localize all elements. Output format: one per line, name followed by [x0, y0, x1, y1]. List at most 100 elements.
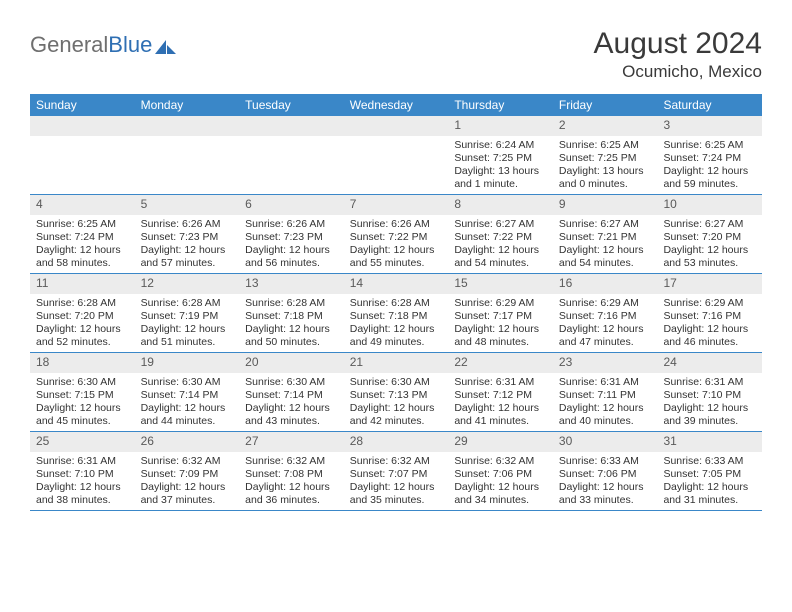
day-number: 23 [553, 353, 658, 373]
day-line: Sunset: 7:17 PM [454, 310, 549, 323]
day-line: and 37 minutes. [141, 494, 236, 507]
day-cell: 5Sunrise: 6:26 AMSunset: 7:23 PMDaylight… [135, 195, 240, 273]
day-content: Sunrise: 6:25 AMSunset: 7:24 PMDaylight:… [30, 215, 135, 273]
day-line: Sunset: 7:24 PM [36, 231, 131, 244]
day-line: Daylight: 12 hours [454, 323, 549, 336]
week-row: 11Sunrise: 6:28 AMSunset: 7:20 PMDayligh… [30, 274, 762, 353]
day-content: Sunrise: 6:27 AMSunset: 7:20 PMDaylight:… [657, 215, 762, 273]
day-line: Sunset: 7:23 PM [245, 231, 340, 244]
day-line: Daylight: 12 hours [454, 244, 549, 257]
weeks-container: 1Sunrise: 6:24 AMSunset: 7:25 PMDaylight… [30, 116, 762, 511]
weekday-header: Thursday [448, 94, 553, 116]
day-content: Sunrise: 6:30 AMSunset: 7:14 PMDaylight:… [135, 373, 240, 431]
day-cell: 19Sunrise: 6:30 AMSunset: 7:14 PMDayligh… [135, 353, 240, 431]
day-cell: 11Sunrise: 6:28 AMSunset: 7:20 PMDayligh… [30, 274, 135, 352]
day-line: Sunset: 7:14 PM [141, 389, 236, 402]
day-content: Sunrise: 6:31 AMSunset: 7:11 PMDaylight:… [553, 373, 658, 431]
day-line: Sunset: 7:22 PM [350, 231, 445, 244]
day-line: Sunset: 7:23 PM [141, 231, 236, 244]
day-line: and 49 minutes. [350, 336, 445, 349]
day-number: 4 [30, 195, 135, 215]
day-line: Sunrise: 6:28 AM [245, 297, 340, 310]
day-content: Sunrise: 6:27 AMSunset: 7:21 PMDaylight:… [553, 215, 658, 273]
day-line: Sunset: 7:09 PM [141, 468, 236, 481]
day-number: 1 [448, 116, 553, 136]
day-line: and 55 minutes. [350, 257, 445, 270]
logo-sail-icon [155, 37, 177, 55]
day-number: 14 [344, 274, 449, 294]
day-line: Sunset: 7:12 PM [454, 389, 549, 402]
day-line: Daylight: 12 hours [245, 323, 340, 336]
day-line: Sunset: 7:18 PM [350, 310, 445, 323]
day-line: Sunrise: 6:31 AM [663, 376, 758, 389]
day-content: Sunrise: 6:26 AMSunset: 7:23 PMDaylight:… [135, 215, 240, 273]
day-content: Sunrise: 6:32 AMSunset: 7:07 PMDaylight:… [344, 452, 449, 510]
day-number: 2 [553, 116, 658, 136]
day-line: Daylight: 12 hours [245, 481, 340, 494]
day-number: 30 [553, 432, 658, 452]
day-line: and 41 minutes. [454, 415, 549, 428]
page-header: GeneralBlue August 2024 Ocumicho, Mexico [30, 28, 762, 82]
day-content [239, 136, 344, 141]
day-cell: 27Sunrise: 6:32 AMSunset: 7:08 PMDayligh… [239, 432, 344, 510]
day-line: Daylight: 12 hours [663, 402, 758, 415]
day-line: and 50 minutes. [245, 336, 340, 349]
day-cell: 12Sunrise: 6:28 AMSunset: 7:19 PMDayligh… [135, 274, 240, 352]
day-content: Sunrise: 6:29 AMSunset: 7:16 PMDaylight:… [657, 294, 762, 352]
day-line: Sunset: 7:14 PM [245, 389, 340, 402]
day-line: Sunrise: 6:27 AM [663, 218, 758, 231]
calendar-grid: Sunday Monday Tuesday Wednesday Thursday… [30, 94, 762, 511]
day-line: Daylight: 12 hours [559, 323, 654, 336]
day-line: Sunset: 7:19 PM [141, 310, 236, 323]
day-line: Daylight: 12 hours [663, 244, 758, 257]
day-cell [135, 116, 240, 194]
weekday-header: Friday [553, 94, 658, 116]
day-line: Sunset: 7:20 PM [36, 310, 131, 323]
day-line: and 1 minute. [454, 178, 549, 191]
calendar-page: GeneralBlue August 2024 Ocumicho, Mexico… [0, 0, 792, 531]
day-content: Sunrise: 6:24 AMSunset: 7:25 PMDaylight:… [448, 136, 553, 194]
day-content: Sunrise: 6:27 AMSunset: 7:22 PMDaylight:… [448, 215, 553, 273]
day-line: Sunset: 7:10 PM [36, 468, 131, 481]
day-content: Sunrise: 6:30 AMSunset: 7:15 PMDaylight:… [30, 373, 135, 431]
brand-logo: GeneralBlue [30, 28, 177, 58]
day-cell: 22Sunrise: 6:31 AMSunset: 7:12 PMDayligh… [448, 353, 553, 431]
day-cell: 8Sunrise: 6:27 AMSunset: 7:22 PMDaylight… [448, 195, 553, 273]
weekday-header-row: Sunday Monday Tuesday Wednesday Thursday… [30, 94, 762, 116]
day-content: Sunrise: 6:33 AMSunset: 7:05 PMDaylight:… [657, 452, 762, 510]
day-line: Sunrise: 6:29 AM [663, 297, 758, 310]
day-line: Daylight: 12 hours [141, 402, 236, 415]
day-line: Sunrise: 6:30 AM [245, 376, 340, 389]
day-line: Sunset: 7:22 PM [454, 231, 549, 244]
day-number: 24 [657, 353, 762, 373]
day-line: Sunset: 7:05 PM [663, 468, 758, 481]
week-row: 4Sunrise: 6:25 AMSunset: 7:24 PMDaylight… [30, 195, 762, 274]
day-line: and 48 minutes. [454, 336, 549, 349]
title-block: August 2024 Ocumicho, Mexico [594, 28, 762, 82]
day-line: Sunset: 7:11 PM [559, 389, 654, 402]
day-cell: 9Sunrise: 6:27 AMSunset: 7:21 PMDaylight… [553, 195, 658, 273]
day-cell: 28Sunrise: 6:32 AMSunset: 7:07 PMDayligh… [344, 432, 449, 510]
day-line: Daylight: 13 hours [454, 165, 549, 178]
day-line: and 45 minutes. [36, 415, 131, 428]
day-cell: 26Sunrise: 6:32 AMSunset: 7:09 PMDayligh… [135, 432, 240, 510]
weekday-header: Sunday [30, 94, 135, 116]
week-row: 25Sunrise: 6:31 AMSunset: 7:10 PMDayligh… [30, 432, 762, 511]
day-number: 29 [448, 432, 553, 452]
day-content [135, 136, 240, 141]
day-number: 16 [553, 274, 658, 294]
day-line: Sunset: 7:13 PM [350, 389, 445, 402]
day-line: and 43 minutes. [245, 415, 340, 428]
day-line: and 46 minutes. [663, 336, 758, 349]
day-line: Sunrise: 6:28 AM [141, 297, 236, 310]
day-line: Sunset: 7:16 PM [559, 310, 654, 323]
day-line: Sunset: 7:10 PM [663, 389, 758, 402]
day-content: Sunrise: 6:33 AMSunset: 7:06 PMDaylight:… [553, 452, 658, 510]
day-cell [344, 116, 449, 194]
day-line: Daylight: 12 hours [141, 481, 236, 494]
day-content: Sunrise: 6:26 AMSunset: 7:23 PMDaylight:… [239, 215, 344, 273]
weekday-header: Monday [135, 94, 240, 116]
day-number [135, 116, 240, 136]
day-cell: 13Sunrise: 6:28 AMSunset: 7:18 PMDayligh… [239, 274, 344, 352]
day-content: Sunrise: 6:28 AMSunset: 7:20 PMDaylight:… [30, 294, 135, 352]
